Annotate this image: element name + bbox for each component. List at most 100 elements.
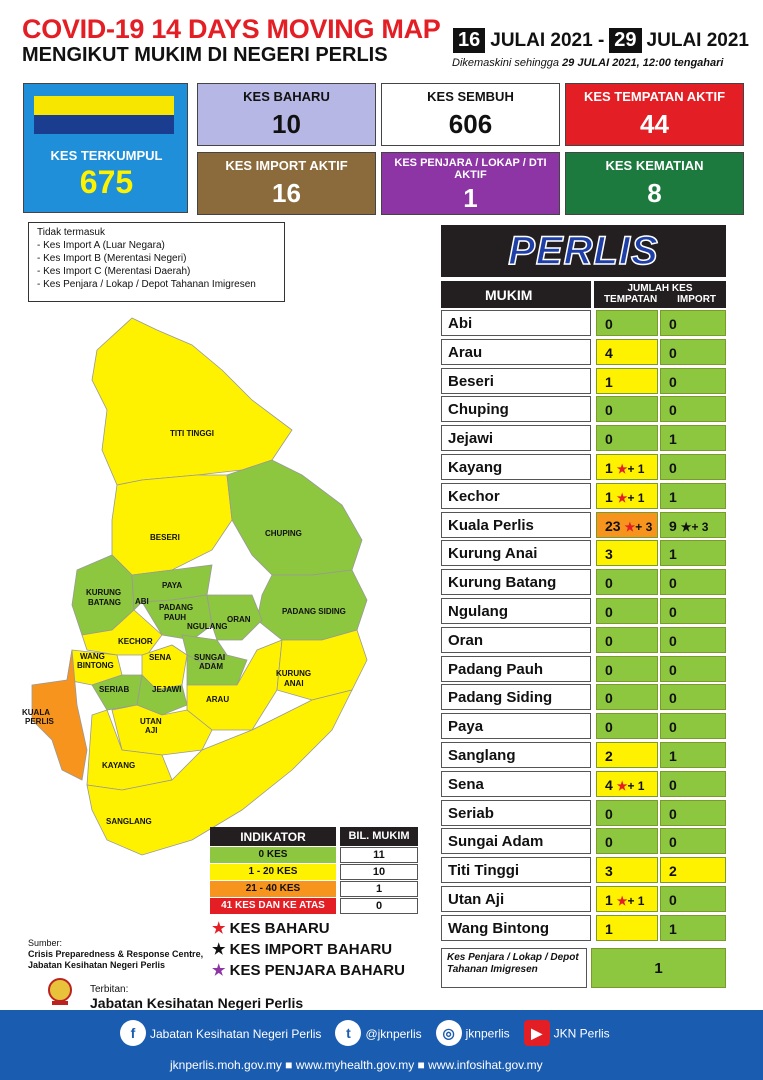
tempatan-value: 4 xyxy=(605,344,613,361)
tempatan-value: 0 xyxy=(605,805,613,822)
import-cell: 0 xyxy=(660,626,726,653)
import-cell: 1 xyxy=(660,742,726,768)
tempatan-value: 3 xyxy=(605,863,613,880)
import-value: 9 xyxy=(669,517,677,534)
table-row: Chuping 0 0 xyxy=(441,396,726,423)
map-region-padang-siding xyxy=(256,569,368,641)
bil-mukim-header: BIL. MUKIM xyxy=(340,827,418,846)
import-value: 0 xyxy=(669,776,677,793)
indikator-label: 41 KES DAN KE ATAS xyxy=(210,898,336,914)
tempatan-new: + 1 xyxy=(627,894,645,908)
publisher-org: Jabatan Kesihatan Negeri Perlis xyxy=(90,995,304,1011)
perlis-flag xyxy=(34,96,174,134)
map-label: PADANG xyxy=(159,603,193,612)
tempatan-value: 0 xyxy=(605,834,613,851)
mukim-name: Abi xyxy=(441,310,591,336)
import-cell: 0 xyxy=(660,828,726,855)
table-row: Sungai Adam 0 0 xyxy=(441,828,726,855)
stat-kes-tempatan-aktif: KES TEMPATAN AKTIF 44 xyxy=(565,83,744,146)
mukim-name: Ngulang xyxy=(441,598,591,624)
map-label: KURUNG xyxy=(86,588,121,597)
mukim-name: Kayang xyxy=(441,454,591,480)
kes-sembuh-label: KES SEMBUH xyxy=(427,89,514,104)
tempatan-cell: 2 xyxy=(596,742,658,768)
import-cell: 0 xyxy=(660,310,726,336)
import-cell: 1 xyxy=(660,482,726,509)
table-row: Padang Pauh 0 0 xyxy=(441,655,726,682)
black-star-icon: ★ xyxy=(212,941,226,958)
import-value: 0 xyxy=(669,690,677,707)
instagram-link[interactable]: ◎ jknperlis xyxy=(435,1020,510,1046)
import-cell: 0 xyxy=(660,338,726,365)
tempatan-cell: 3 xyxy=(596,857,658,884)
import-cell: 1 xyxy=(660,425,726,452)
map-label: KAYANG xyxy=(102,761,135,770)
mukim-name: Paya xyxy=(441,713,591,740)
date-end-day: 29 xyxy=(609,28,642,53)
mukim-name: Kuala Perlis xyxy=(441,511,591,538)
tempatan-cell: 3 xyxy=(596,540,658,567)
legend-kes-penjara-baharu: ★ KES PENJARA BAHARU xyxy=(212,962,405,979)
tempatan-value: 0 xyxy=(605,316,613,332)
page-title: COVID-19 14 DAYS MOVING MAP xyxy=(22,14,441,44)
map-label: ARAU xyxy=(206,695,229,704)
youtube-icon: ▶ xyxy=(523,1020,550,1046)
indikator-count: 0 xyxy=(340,898,418,914)
indikator-header: INDIKATOR xyxy=(210,827,336,846)
map-label: SANGLANG xyxy=(106,817,152,826)
tempatan-cell: 0 xyxy=(596,799,658,826)
import-value: 0 xyxy=(669,604,677,620)
stat-kes-sembuh: KES SEMBUH 606 xyxy=(381,83,560,146)
tempatan-cell: 0 xyxy=(596,713,658,740)
penjara-label: Kes Penjara / Lokap / Depot Tahanan Imig… xyxy=(441,948,587,988)
date-start-day: 16 xyxy=(453,28,486,53)
tempatan-cell: 0 xyxy=(596,598,658,624)
tempatan-value: 0 xyxy=(605,719,613,736)
import-cell: 9 ★+ 3 xyxy=(660,511,726,538)
table-row: Wang Bintong 1 1 xyxy=(441,914,726,941)
import-cell: 1 xyxy=(660,540,726,567)
import-value: 0 xyxy=(669,575,677,592)
import-cell: 2 xyxy=(660,857,726,884)
table-row: Oran 0 0 xyxy=(441,626,726,653)
footer: f Jabatan Kesihatan Negeri Perlis t @jknpe… xyxy=(0,1010,763,1080)
tempatan-value: 0 xyxy=(605,402,613,419)
import-cell: 0 xyxy=(660,886,726,912)
youtube-link[interactable]: ▶ JKN Perlis xyxy=(523,1020,610,1046)
indikator-table: INDIKATOR BIL. MUKIM 0 KES 11 1 - 20 KES 10… xyxy=(210,827,418,914)
table-row: Jejawi 0 1 xyxy=(441,425,726,452)
import-cell: 0 xyxy=(660,799,726,826)
tempatan-cell: 0 xyxy=(596,626,658,653)
kes-baharu-value: 10 xyxy=(272,109,301,139)
tempatan-value: 0 xyxy=(605,604,613,620)
tempatan-cell: 4 xyxy=(596,338,658,365)
tempatan-cell: 1 ★+ 1 xyxy=(596,886,658,912)
map-label: PERLIS xyxy=(25,717,55,726)
map-label: SENA xyxy=(149,653,171,662)
import-value: 0 xyxy=(669,402,677,419)
mukim-name: Wang Bintong xyxy=(441,914,591,941)
tempatan-value: 2 xyxy=(605,748,613,764)
tempatan-cell: 0 xyxy=(596,310,658,336)
mukim-name: Titi Tinggi xyxy=(441,857,591,884)
map-region-titi-tinggi xyxy=(91,317,293,486)
tempatan-cell: 1 xyxy=(596,367,658,394)
tempatan-cell: 0 xyxy=(596,569,658,596)
tempatan-value: 3 xyxy=(605,546,613,563)
facebook-link[interactable]: f Jabatan Kesihatan Negeri Perlis xyxy=(120,1020,321,1046)
import-value: 2 xyxy=(669,863,677,880)
twitter-link[interactable]: t @jknperlis xyxy=(335,1020,422,1046)
penjara-row: Kes Penjara / Lokap / Depot Tahanan Imig… xyxy=(441,948,726,988)
map-label: KUALA xyxy=(22,708,50,717)
import-value: 0 xyxy=(669,460,677,476)
footer-sites[interactable]: jknperlis.moh.gov.my ■ www.myhealth.gov.… xyxy=(170,1058,543,1072)
col-import-label: IMPORT xyxy=(677,294,717,305)
import-value: 1 xyxy=(669,431,677,448)
purple-star-icon: ★ xyxy=(212,962,226,979)
updated-prefix: Dikemaskini sehingga xyxy=(452,57,559,69)
import-value: 1 xyxy=(669,920,677,937)
map-label: TITI TINGGI xyxy=(170,429,214,438)
tempatan-cell: 23 ★+ 3 xyxy=(596,511,658,538)
